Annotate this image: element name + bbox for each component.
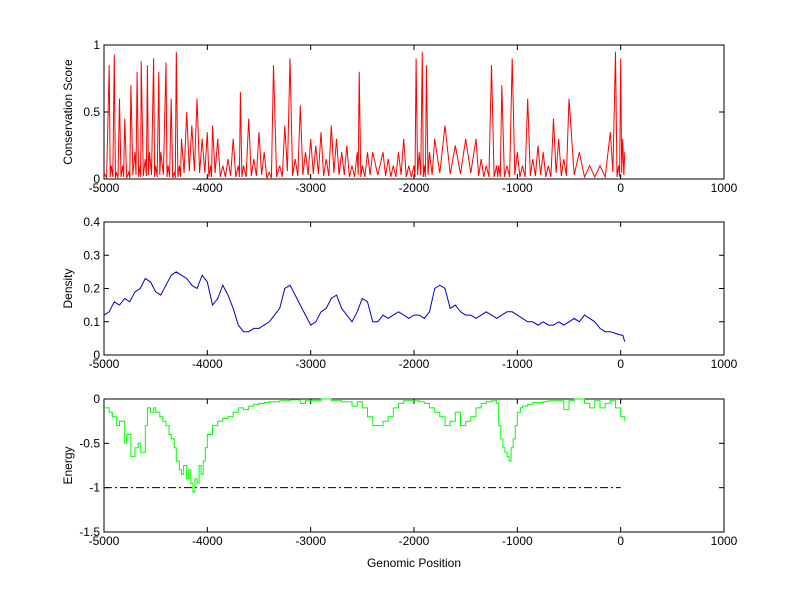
series-line-1 [104,398,626,493]
chart-panel-3: -5000 -4000 -3000 -2000 -1000 0 1000 -1.5 -1 -0.5… [61,392,738,570]
y-axis-label: Density [61,268,75,308]
y-tick-label: 0.1 [83,315,100,329]
y-tick-label: 0.5 [83,105,100,119]
y-tick-label: -0.5 [79,436,100,450]
x-tick-label: 1000 [711,181,738,195]
y-axis-label: Energy [61,446,75,484]
series-line-1 [103,271,626,342]
chart-panel-1: -5000 -4000 -3000 -2000 -1000 0 1000 0 0.5 1 Conse… [61,38,738,195]
x-axis-label: Genomic Position [367,556,461,570]
x-tick-label: -5000 [89,181,120,195]
y-tick-label: -1 [89,481,100,495]
y-tick-label: 0 [93,348,100,362]
x-tick-label: -1000 [502,181,533,195]
x-tick-label: -1000 [502,534,533,548]
y-tick-label: 0 [93,392,100,406]
x-tick-label: -4000 [192,181,223,195]
series-line-1 [103,51,626,180]
x-tick-label: -3000 [295,181,326,195]
x-tick-label: -3000 [295,534,326,548]
y-tick-label: 0.4 [83,215,100,229]
x-tick-label: -2000 [399,181,430,195]
x-tick-label: 0 [617,181,624,195]
x-tick-label: 0 [617,357,624,371]
x-tick-label: 1000 [711,357,738,371]
x-tick-label: -5000 [89,357,120,371]
x-tick-label: -1000 [502,357,533,371]
x-tick-label: -5000 [89,534,120,548]
x-tick-label: -2000 [399,534,430,548]
x-tick-label: -2000 [399,357,430,371]
y-tick-label: 1 [93,38,100,52]
y-tick-label: 0 [93,172,100,186]
x-tick-label: -4000 [192,534,223,548]
chart-panel-2: -5000 -4000 -3000 -2000 -1000 0 1000 0 0.1 0.2 0.3… [61,215,738,371]
x-tick-label: 1000 [711,534,738,548]
y-tick-label: 0.2 [83,282,100,296]
y-tick-label: 0.3 [83,248,100,262]
y-axis-label: Conservation Score [61,59,75,165]
x-tick-label: -3000 [295,357,326,371]
plot-area [103,398,725,533]
y-tick-label: -1.5 [79,525,100,539]
x-tick-label: -4000 [192,357,223,371]
x-tick-label: 0 [617,534,624,548]
